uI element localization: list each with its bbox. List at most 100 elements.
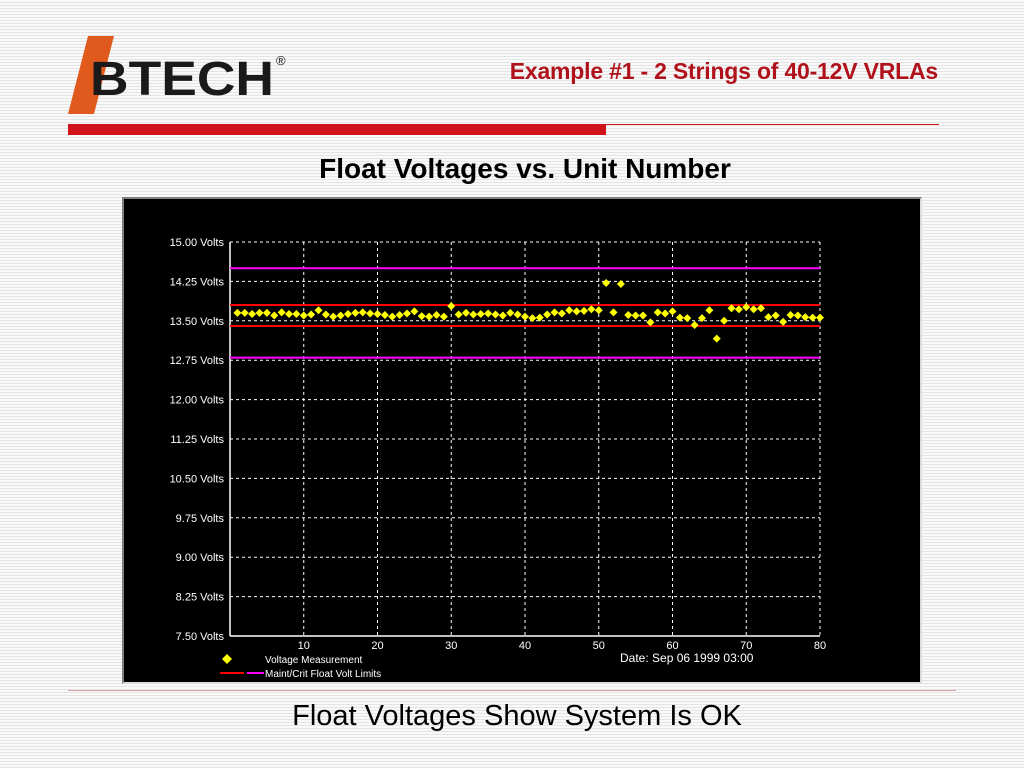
- voltage-point: [358, 308, 367, 317]
- voltage-point: [240, 308, 249, 317]
- voltage-point: [476, 309, 485, 318]
- voltage-point: [705, 306, 714, 315]
- voltage-point: [395, 311, 404, 320]
- voltage-point: [631, 311, 640, 320]
- voltage-point: [816, 313, 824, 322]
- voltage-point: [734, 305, 743, 314]
- voltage-point: [624, 311, 633, 320]
- chart-date-label: Date: Sep 06 1999 03:00: [620, 651, 754, 665]
- voltage-point: [255, 308, 264, 317]
- x-tick-label: 20: [371, 640, 383, 652]
- voltage-point: [668, 307, 677, 316]
- y-tick-label: 9.75 Volts: [176, 513, 225, 525]
- y-tick-label: 14.25 Volts: [170, 276, 225, 288]
- chart-frame: 7.50 Volts 8.25 Volts 9.00 Volts 9.75 Volts…: [122, 197, 922, 684]
- legend-voltage-marker: [222, 654, 232, 664]
- header-divider-bar: [68, 124, 606, 135]
- voltage-point: [277, 308, 286, 317]
- y-tick-label: 10.50 Volts: [170, 473, 225, 485]
- slide-title: Float Voltages vs. Unit Number: [319, 153, 731, 184]
- voltage-point: [262, 308, 271, 317]
- legend-voltage-label: Voltage Measurement: [265, 655, 363, 666]
- voltage-point: [321, 310, 330, 319]
- voltage-point: [513, 310, 522, 319]
- voltage-point: [388, 312, 397, 321]
- voltage-point: [609, 308, 618, 317]
- voltage-point: [447, 302, 456, 311]
- y-tick-label: 9.00 Volts: [176, 552, 225, 564]
- x-tick-label: 70: [740, 640, 752, 652]
- voltage-point: [565, 306, 574, 315]
- voltage-point: [307, 310, 316, 319]
- voltage-point: [543, 310, 552, 319]
- voltage-point: [786, 311, 795, 320]
- voltage-point: [329, 312, 338, 321]
- btech-logo: BTECH ®: [68, 36, 286, 114]
- footer-caption: Float Voltages Show System Is OK: [292, 700, 742, 732]
- logo-registered-mark: ®: [276, 53, 286, 68]
- logo-text: BTECH: [90, 53, 274, 106]
- voltage-point: [594, 306, 603, 315]
- y-tick-label: 8.25 Volts: [176, 592, 225, 604]
- x-tick-label: 10: [298, 640, 310, 652]
- voltage-point: [535, 313, 544, 322]
- voltage-point: [410, 307, 419, 316]
- voltage-point: [439, 312, 448, 321]
- voltage-point: [366, 309, 375, 318]
- voltage-point: [528, 314, 537, 323]
- voltage-point: [454, 310, 463, 319]
- voltage-point: [299, 311, 308, 320]
- x-tick-label: 80: [814, 640, 826, 652]
- voltage-point: [469, 310, 478, 319]
- x-tick-label: 60: [666, 640, 678, 652]
- voltage-point: [292, 309, 301, 318]
- voltage-point: [602, 278, 611, 287]
- float-voltage-chart: 7.50 Volts 8.25 Volts 9.00 Volts 9.75 Volts…: [170, 237, 827, 680]
- voltage-point: [351, 308, 360, 317]
- voltage-point: [550, 308, 559, 317]
- voltage-point: [727, 304, 736, 313]
- voltage-point: [580, 306, 588, 315]
- voltage-point: [771, 311, 780, 320]
- y-tick-label: 7.50 Volts: [176, 631, 225, 643]
- voltage-point: [484, 309, 493, 318]
- voltage-point: [779, 317, 788, 326]
- voltage-point: [344, 309, 352, 318]
- voltage-point: [653, 308, 662, 317]
- x-tick-label: 40: [519, 640, 531, 652]
- logo-orange-parallelogram: [68, 36, 114, 114]
- footer-divider: [68, 690, 956, 691]
- voltage-point: [432, 311, 441, 320]
- header-title: Example #1 - 2 Strings of 40-12V VRLAs: [509, 58, 938, 84]
- voltage-point: [675, 313, 684, 322]
- y-tick-label: 13.50 Volts: [170, 316, 225, 328]
- voltage-point: [661, 309, 670, 318]
- voltage-point: [498, 311, 507, 320]
- voltage-point: [417, 312, 426, 321]
- voltage-point: [248, 309, 257, 318]
- voltage-point: [764, 313, 773, 322]
- voltage-point: [712, 334, 721, 343]
- voltage-point: [742, 303, 751, 312]
- voltage-point: [521, 312, 529, 321]
- voltage-point: [793, 311, 802, 320]
- y-tick-label: 11.25 Volts: [170, 434, 224, 446]
- voltage-point: [373, 309, 382, 318]
- voltage-point: [801, 313, 810, 322]
- y-tick-label: 15.00 Volts: [170, 237, 225, 249]
- voltage-point: [587, 305, 596, 314]
- x-tick-label: 30: [445, 640, 457, 652]
- voltage-point: [491, 310, 500, 319]
- voltage-point: [462, 308, 470, 317]
- y-tick-label: 12.00 Volts: [170, 395, 225, 407]
- voltage-point: [808, 313, 817, 322]
- voltage-point: [285, 309, 293, 318]
- voltage-point: [233, 308, 242, 317]
- voltage-point: [572, 307, 581, 316]
- voltage-point: [720, 316, 729, 325]
- x-tick-label: 50: [593, 640, 605, 652]
- y-tick-label: 12.75 Volts: [170, 355, 225, 367]
- voltage-point: [506, 308, 515, 317]
- voltage-point: [646, 318, 655, 327]
- voltage-point: [380, 311, 389, 320]
